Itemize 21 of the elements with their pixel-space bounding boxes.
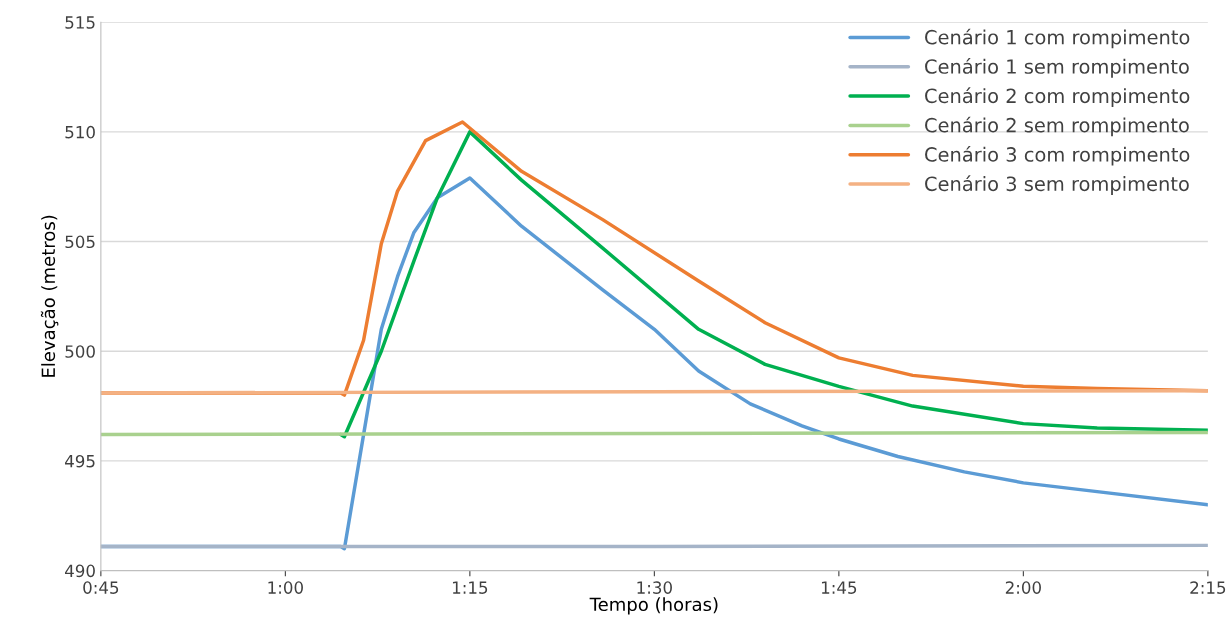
x-tick-label: 1:00 — [268, 581, 303, 594]
y-tick-label: 505 — [65, 235, 95, 249]
x-tick-label: 2:00 — [1005, 581, 1041, 594]
x-tick-label: 0:45 — [83, 581, 119, 594]
legend-label: Cenário 3 sem rompimento — [925, 175, 1189, 195]
x-tick-label: 2:15 — [1190, 581, 1226, 594]
y-tick-label: 510 — [65, 125, 95, 139]
y-tick-label: 495 — [65, 454, 95, 468]
y-axis-title: Elevação (metros) — [40, 215, 59, 377]
legend-label: Cenário 2 sem rompimento — [925, 116, 1189, 137]
legend-label: Cenário 3 com rompimento — [925, 146, 1190, 166]
x-axis-title: Tempo (horas) — [589, 597, 718, 615]
legend-label: Cenário 1 com rompimento — [925, 28, 1190, 49]
x-tick-label: 1:45 — [821, 581, 857, 594]
y-tick-label: 490 — [65, 564, 95, 578]
y-tick-label: 515 — [65, 16, 95, 29]
legend-label: Cenário 1 sem rompimento — [925, 58, 1189, 78]
y-tick-label: 500 — [65, 345, 95, 358]
legend-label: Cenário 2 com rompimento — [925, 87, 1190, 107]
x-tick-label: 1:15 — [452, 581, 488, 594]
x-tick-label: 1:30 — [637, 581, 672, 594]
